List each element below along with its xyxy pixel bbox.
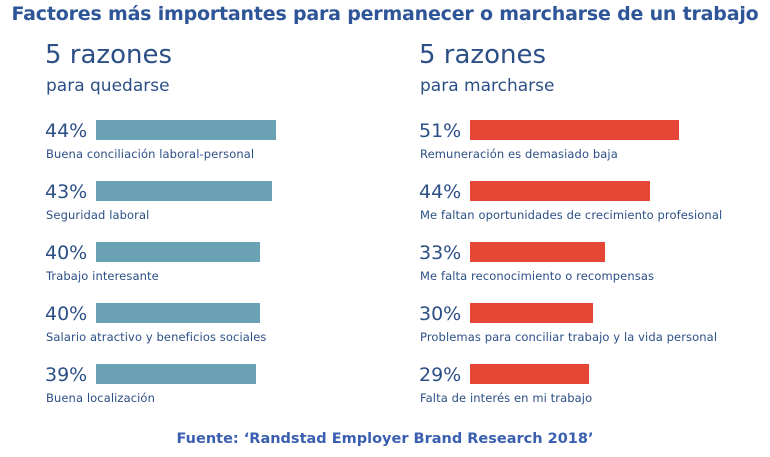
stay-item: 40% Salario atractivo y beneficios social… (45, 303, 405, 348)
stay-bar (96, 181, 272, 201)
stay-bar (96, 303, 260, 323)
leave-value-label: 51% (419, 120, 462, 142)
stay-subheading: para quedarse (46, 76, 170, 96)
stay-bar (96, 242, 260, 262)
stay-value-label: 40% (45, 242, 88, 264)
leave-bar (470, 181, 650, 201)
leave-item: 33% Me falta reconocimiento o recompensas (419, 242, 770, 287)
stay-item: 43% Seguridad laboral (45, 181, 405, 226)
source-note: Fuente: ‘Randstad Employer Brand Researc… (176, 431, 594, 447)
leave-item: 51% Remuneración es demasiado baja (419, 120, 770, 165)
leave-category-label: Falta de interés en mi trabajo (420, 391, 593, 405)
leave-item: 30% Problemas para conciliar trabajo y la… (419, 303, 770, 348)
leave-value-label: 30% (419, 303, 462, 325)
stay-heading: 5 razones (45, 40, 173, 70)
leave-subheading: para marcharse (420, 76, 555, 96)
stay-bar (96, 120, 276, 140)
leave-category-label: Me faltan oportunidades de crecimiento p… (420, 208, 723, 222)
leave-bar (470, 364, 589, 384)
leave-bar (470, 303, 593, 323)
stay-category-label: Trabajo interesante (46, 269, 159, 283)
chart-title: Factores más importantes para permanecer… (11, 3, 759, 25)
stay-value-label: 44% (45, 120, 88, 142)
stay-item: 39% Buena localización (45, 364, 405, 409)
stay-value-label: 40% (45, 303, 88, 325)
stay-item: 44% Buena conciliación laboral-personal (45, 120, 405, 165)
leave-value-label: 29% (419, 364, 462, 386)
stay-value-label: 43% (45, 181, 88, 203)
leave-category-label: Remuneración es demasiado baja (420, 147, 618, 161)
stay-value-label: 39% (45, 364, 88, 386)
stay-category-label: Salario atractivo y beneficios sociales (46, 330, 267, 344)
leave-bar (470, 120, 679, 140)
leave-value-label: 33% (419, 242, 462, 264)
leave-category-label: Me falta reconocimiento o recompensas (420, 269, 655, 283)
leave-item: 29% Falta de interés en mi trabajo (419, 364, 770, 409)
leave-category-label: Problemas para conciliar trabajo y la vi… (420, 330, 718, 344)
stay-category-label: Buena conciliación laboral-personal (46, 147, 255, 161)
stay-bar (96, 364, 256, 384)
leave-value-label: 44% (419, 181, 462, 203)
stay-item: 40% Trabajo interesante (45, 242, 405, 287)
stay-category-label: Seguridad laboral (46, 208, 150, 222)
leave-item: 44% Me faltan oportunidades de crecimient… (419, 181, 770, 226)
leave-heading: 5 razones (419, 40, 547, 70)
stay-category-label: Buena localización (46, 391, 155, 405)
leave-bar (470, 242, 605, 262)
